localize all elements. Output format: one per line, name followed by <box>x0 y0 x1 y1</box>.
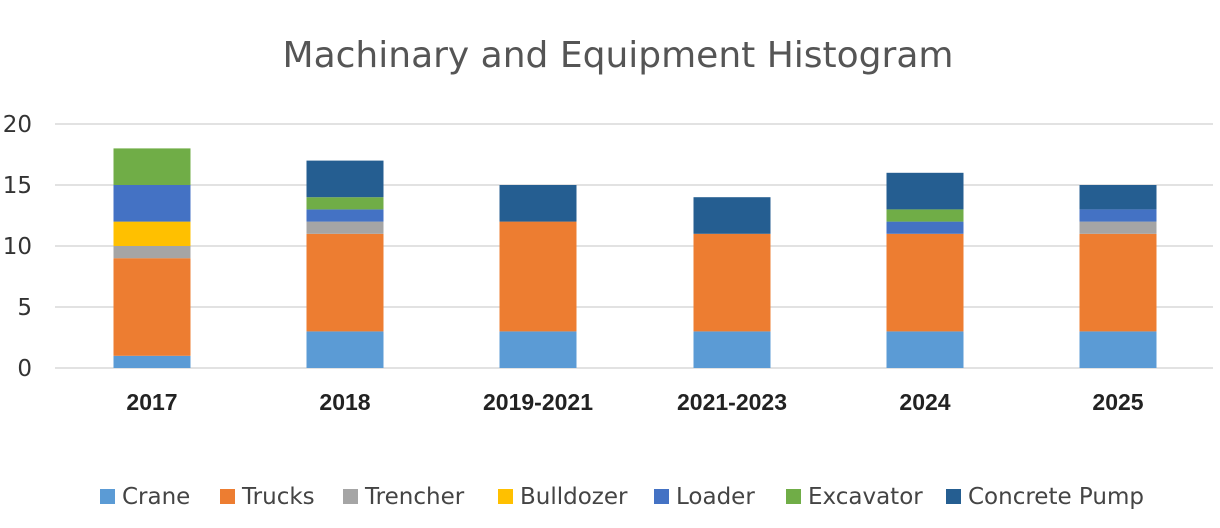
legend-label: Crane <box>122 484 190 510</box>
bar-segment-loader <box>886 221 964 234</box>
legend-item-crane: Crane <box>100 484 190 510</box>
bar-segment-crane <box>499 331 577 368</box>
bar-segment-excavator <box>113 148 191 185</box>
y-tick-label: 15 <box>3 173 32 199</box>
bar-segment-concrete-pump <box>306 160 384 198</box>
bar-segment-excavator <box>886 209 964 222</box>
bars <box>113 148 1157 368</box>
gridlines <box>55 123 1213 369</box>
bar-segment-loader <box>306 209 384 222</box>
legend-item-trucks: Trucks <box>220 484 315 510</box>
legend-swatch <box>343 489 358 504</box>
x-axis-ticks: 2017 2018 2019-2021 2021-2023 2024 2025 <box>126 389 1143 415</box>
legend-label: Excavator <box>808 484 923 510</box>
legend: Crane Trucks Trencher Bulldozer Loader Excava… <box>100 484 1144 510</box>
bar-segment-loader <box>113 185 191 222</box>
legend-swatch <box>498 489 513 504</box>
bar-segment-crane <box>1079 331 1157 368</box>
y-axis-ticks: 0 5 10 15 20 <box>3 112 32 382</box>
x-tick-label: 2025 <box>1092 389 1143 415</box>
bar-segment-trucks <box>113 258 191 356</box>
bar-segment-trucks <box>693 233 771 332</box>
legend-swatch <box>220 489 235 504</box>
legend-label: Bulldozer <box>520 484 628 510</box>
legend-item-loader: Loader <box>654 484 755 510</box>
bar-segment-concrete-pump <box>886 172 964 210</box>
y-tick-label: 20 <box>3 112 32 138</box>
bar-segment-crane <box>886 331 964 368</box>
legend-item-concrete-pump: Concrete Pump <box>946 484 1144 510</box>
bar-segment-concrete-pump <box>1079 185 1157 210</box>
y-tick-label: 0 <box>17 356 32 382</box>
chart-title: Machinary and Equipment Histogram <box>283 35 954 76</box>
bar-segment-trencher <box>113 246 191 259</box>
bar-segment-trucks <box>499 221 577 332</box>
bar-segment-loader <box>1079 209 1157 222</box>
y-tick-label: 10 <box>3 234 32 260</box>
bar-segment-excavator <box>306 197 384 210</box>
bar-segment-crane <box>306 331 384 368</box>
x-tick-label: 2021-2023 <box>677 389 787 415</box>
bar-segment-bulldozer <box>113 221 191 246</box>
legend-swatch <box>946 489 961 504</box>
legend-swatch <box>100 489 115 504</box>
y-tick-label: 5 <box>17 295 32 321</box>
legend-label: Loader <box>676 484 755 510</box>
legend-item-excavator: Excavator <box>786 484 923 510</box>
legend-item-trencher: Trencher <box>343 484 465 510</box>
x-tick-label: 2024 <box>899 389 950 415</box>
bar-segment-trencher <box>306 221 384 234</box>
bar-segment-trucks <box>306 233 384 332</box>
x-tick-label: 2018 <box>319 389 370 415</box>
bar-segment-crane <box>693 331 771 368</box>
legend-swatch <box>786 489 801 504</box>
legend-item-bulldozer: Bulldozer <box>498 484 628 510</box>
bar-segment-concrete-pump <box>499 185 577 222</box>
bar-segment-trucks <box>1079 233 1157 332</box>
bar-segment-trucks <box>886 233 964 332</box>
bar-segment-concrete-pump <box>693 197 771 234</box>
x-tick-label: 2017 <box>126 389 177 415</box>
x-tick-label: 2019-2021 <box>483 389 593 415</box>
legend-label: Trencher <box>364 484 465 510</box>
legend-label: Concrete Pump <box>968 484 1144 510</box>
bar-segment-crane <box>113 355 191 368</box>
bar-segment-trencher <box>1079 221 1157 234</box>
legend-swatch <box>654 489 669 504</box>
legend-label: Trucks <box>241 484 315 510</box>
